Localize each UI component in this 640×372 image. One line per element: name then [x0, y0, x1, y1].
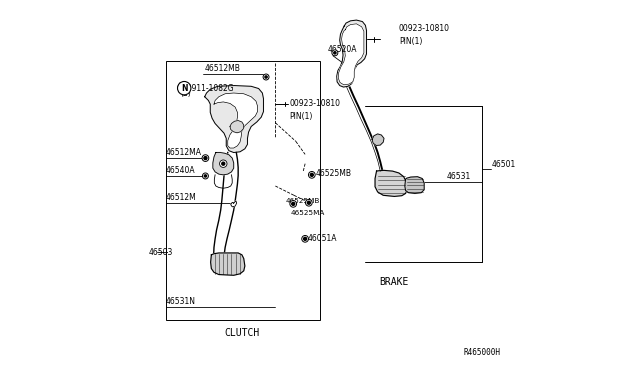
Bar [166, 61, 320, 320]
Circle shape [334, 52, 336, 54]
Text: 46525MB: 46525MB [286, 198, 320, 204]
Polygon shape [405, 177, 424, 193]
Text: 46525MB: 46525MB [315, 169, 351, 178]
Polygon shape [211, 253, 245, 275]
Polygon shape [214, 93, 257, 148]
Text: 46503: 46503 [149, 248, 173, 257]
Circle shape [310, 173, 314, 176]
Circle shape [308, 171, 315, 178]
Text: 46051A: 46051A [308, 234, 337, 243]
Text: 46531N: 46531N [166, 297, 196, 306]
Circle shape [202, 155, 209, 161]
Circle shape [307, 201, 310, 204]
Text: 46512MA: 46512MA [166, 148, 202, 157]
Text: N: N [181, 84, 188, 93]
Polygon shape [230, 121, 244, 133]
Circle shape [303, 237, 307, 240]
Text: R465000H: R465000H [463, 348, 500, 357]
Circle shape [202, 173, 209, 179]
Text: 46512M: 46512M [166, 193, 196, 202]
Text: 46512MB: 46512MB [205, 64, 241, 73]
Text: 46540A: 46540A [166, 166, 196, 175]
Text: PIN(1): PIN(1) [289, 112, 313, 121]
Circle shape [292, 202, 294, 205]
Polygon shape [205, 86, 264, 153]
Circle shape [204, 175, 207, 177]
Text: 46501: 46501 [492, 160, 516, 169]
Text: PIN(1): PIN(1) [399, 37, 422, 46]
Text: 46531: 46531 [447, 172, 471, 181]
Text: 46520A: 46520A [328, 45, 357, 54]
Polygon shape [337, 20, 367, 87]
Circle shape [220, 160, 227, 167]
Text: 00923-10810: 00923-10810 [289, 99, 340, 108]
Polygon shape [213, 153, 234, 175]
Text: 00923-10810: 00923-10810 [399, 24, 450, 33]
Circle shape [263, 74, 269, 80]
Circle shape [222, 162, 225, 165]
Polygon shape [338, 24, 364, 85]
Text: (2): (2) [180, 89, 191, 98]
Text: BRAKE: BRAKE [380, 277, 409, 287]
Circle shape [305, 199, 312, 206]
Circle shape [290, 201, 296, 207]
Circle shape [204, 157, 207, 160]
Text: Ô08911-1082G: Ô08911-1082G [177, 84, 234, 93]
Text: 46525MA: 46525MA [291, 210, 324, 216]
Circle shape [265, 76, 267, 78]
Circle shape [332, 50, 338, 56]
Circle shape [177, 81, 191, 95]
Polygon shape [231, 201, 237, 207]
Circle shape [302, 235, 308, 242]
Polygon shape [372, 134, 384, 145]
Text: CLUTCH: CLUTCH [224, 328, 259, 338]
Polygon shape [375, 170, 408, 196]
